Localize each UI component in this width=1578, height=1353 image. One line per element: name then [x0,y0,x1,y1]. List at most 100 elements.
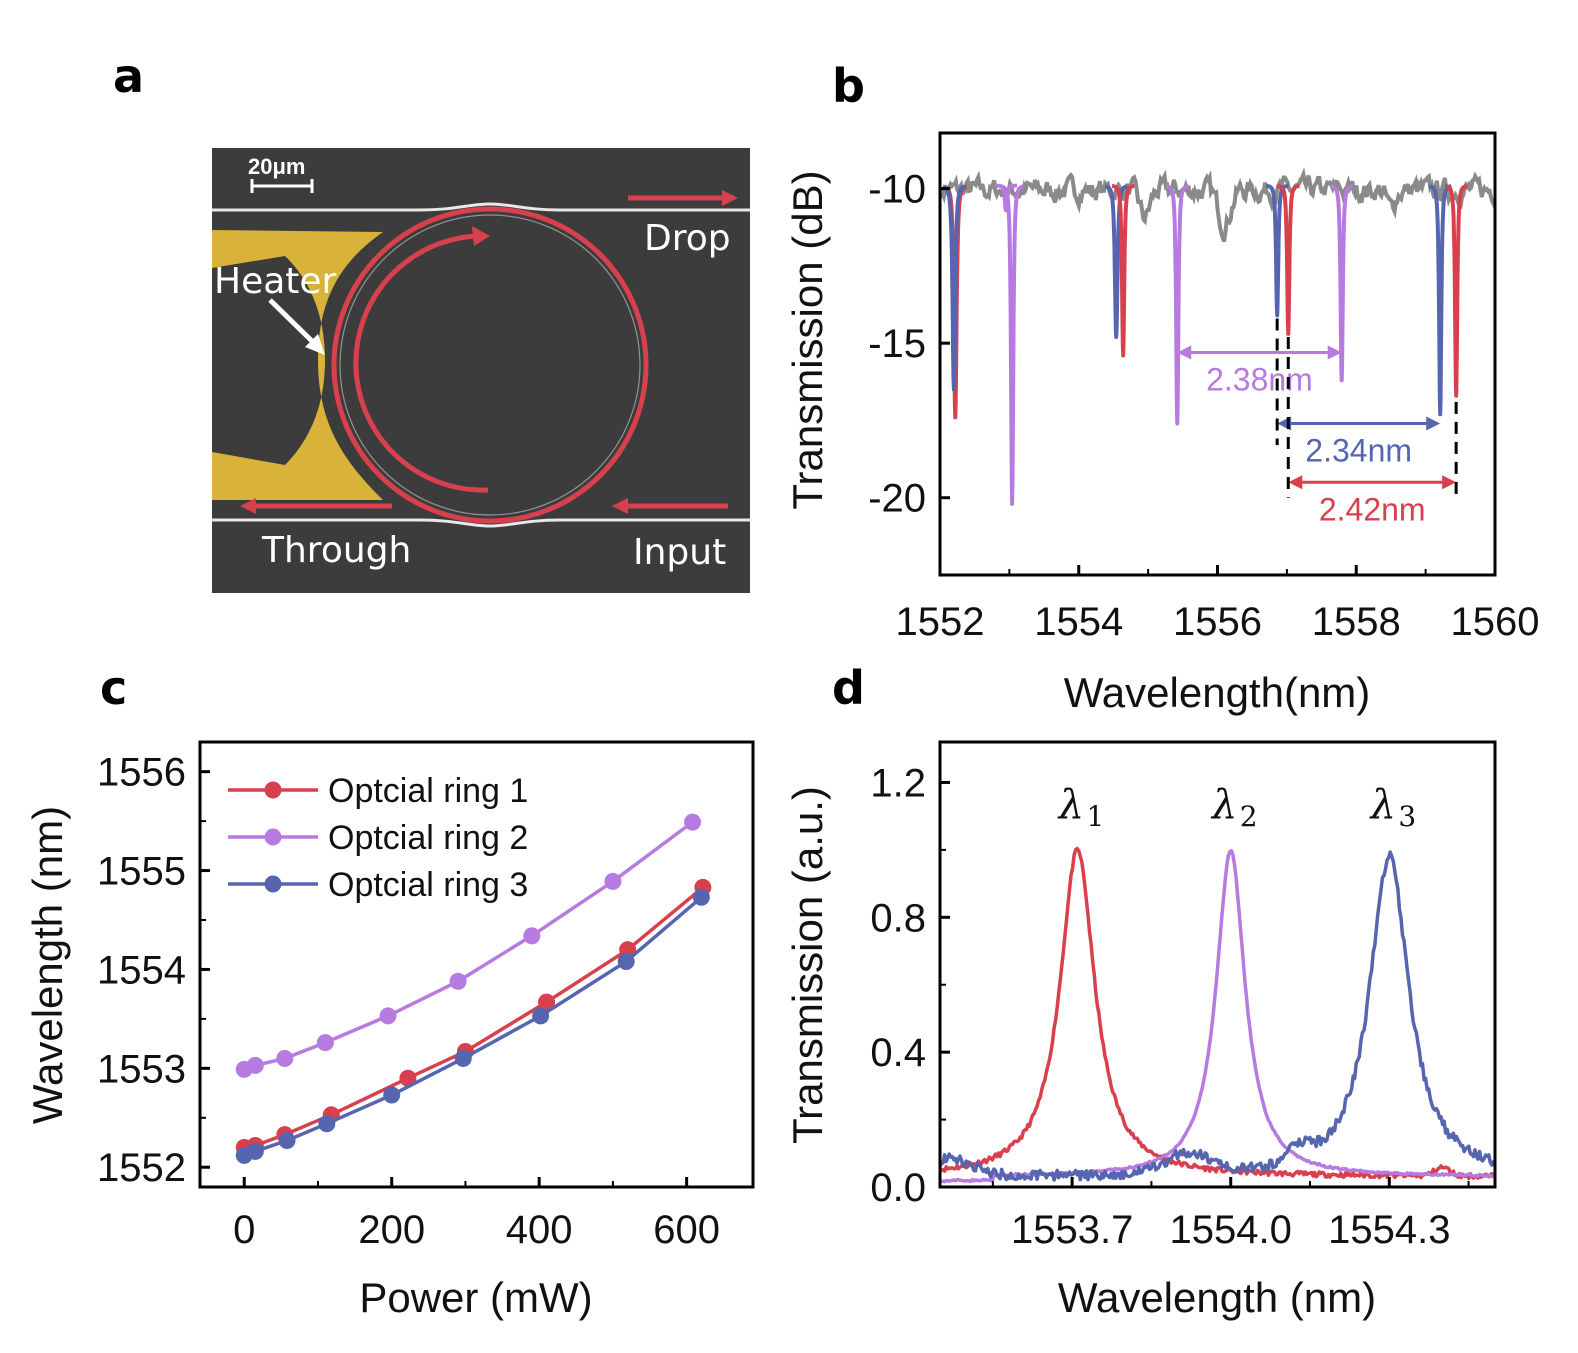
resonance-dip-blue [1427,184,1453,417]
spacing-label-purple: 2.38nm [1206,361,1313,397]
heater-pointer-arrow [268,298,318,347]
data-point-purple [379,1007,397,1025]
chart-b-xtick: 1560 [1451,600,1540,644]
chart-c-xtick: 600 [653,1208,720,1252]
resonance-dip-red [1443,184,1469,398]
spacing-label-red: 2.42nm [1319,491,1426,527]
data-point-purple [523,927,541,945]
heater-label: Heater [214,261,337,302]
transmission-background-trace [940,167,1495,243]
data-point-blue [617,953,635,971]
resonance-dip-purple [993,183,1019,213]
data-point-purple [316,1034,334,1052]
chart-b-ytick: -15 [868,322,926,366]
legend-marker-red [264,781,282,799]
data-point-blue [318,1115,336,1133]
chart-c-xlabel: Power (mW) [359,1274,592,1321]
chart-b-ylabel: Transmission (dB) [784,170,831,509]
chart-d-xlabel: Wavelength (nm) [1058,1274,1376,1321]
data-point-blue [532,1007,550,1025]
data-point-purple [449,972,467,990]
peak-label-subscript-red: 1 [1087,800,1105,833]
legend-label-purple: Optcial ring 2 [328,819,528,857]
chart-b-ytick: -10 [868,168,926,212]
data-point-red [399,1069,417,1087]
data-point-blue [454,1049,472,1067]
chart-d-ytick: 1.2 [870,761,926,805]
chart-d-xtick: 1553.7 [1011,1208,1133,1252]
data-point-purple [246,1056,264,1074]
bus-waveguide [212,518,750,528]
chart-c-ytick: 1555 [97,850,186,894]
data-point-blue [278,1132,296,1150]
drop-label: Drop [644,218,731,259]
data-point-blue [383,1086,401,1104]
legend-label-blue: Optcial ring 3 [328,866,528,904]
chart-c-ytick: 1556 [97,751,186,795]
data-point-red [538,993,556,1011]
data-point-purple [276,1049,294,1067]
chart-c-ytick: 1553 [97,1047,186,1091]
circulation-arrow [353,233,489,493]
data-point-purple [684,813,702,831]
chart-b-xtick: 1558 [1312,600,1401,644]
chart-c-xtick: 400 [506,1208,573,1252]
resonance-dip-red [1275,183,1301,336]
chart-c-frame [198,740,755,1189]
legend-marker-purple [264,828,282,846]
scale-bar-label: 20μm [248,154,306,179]
sem-image: 20μm Drop Heater Through Input [212,148,750,593]
data-point-blue [246,1142,264,1160]
data-point-purple [604,872,622,890]
panel-label-c: c [100,661,127,715]
series-line-red [243,886,705,1150]
chart-d-xtick: 1554.0 [1170,1208,1292,1252]
panel-label-a: a [113,49,144,103]
chart-c-xtick: 0 [233,1208,255,1252]
peak-label-red: λ [1057,782,1084,828]
legend-marker-blue [264,875,282,893]
chart-c-legend: Optcial ring 1 Optcial ring 2 Optcial ring… [228,772,528,904]
chart-d-frame [938,740,1497,1189]
spectrum-line-blue [940,850,1495,1182]
resonance-dip-purple [1164,184,1190,426]
chart-d-ylabel: Transmission (a.u.) [784,786,831,1144]
chart-d-ytick: 0.4 [870,1031,926,1075]
resonance-dip-blue [1264,183,1290,318]
chart-d-ytick: 0.0 [870,1166,926,1210]
chart-b: 2.38nm 2.34nm 2.42nm 1552 1554 1556 1558 1560 -… [784,131,1540,716]
drop-waveguide [212,202,750,212]
chart-c-ytick: 1554 [97,948,186,992]
chart-b-xlabel: Wavelength(nm) [1064,669,1371,716]
panel-label-b: b [832,59,865,113]
series-line-blue [243,895,703,1158]
data-point-blue [692,888,710,906]
heater-electrode [212,230,383,500]
resonance-dip-purple [1329,184,1355,383]
panel-label-d: d [832,661,865,715]
chart-b-xtick: 1552 [896,600,985,644]
resonance-dip-purple [999,184,1025,506]
optical-ring [331,206,649,524]
chart-c-ylabel: Wavelength (nm) [24,806,71,1124]
chart-d-ytick: 0.8 [870,896,926,940]
peak-label-blue: λ [1369,782,1396,828]
peak-label-subscript-blue: 3 [1398,800,1416,833]
chart-d-xtick: 1554.3 [1328,1208,1450,1252]
peak-label-purple: λ [1210,782,1237,828]
chart-b-xtick: 1556 [1173,600,1262,644]
chart-c-xtick: 200 [358,1208,425,1252]
resonance-dip-blue [1103,184,1129,339]
input-label: Input [633,532,726,573]
peak-label-subscript-purple: 2 [1240,800,1258,833]
through-label: Through [261,530,411,571]
legend-label-red: Optcial ring 1 [328,772,528,810]
chart-c: 0 200 400 600 1552 1553 1554 1555 1556 Optcial r… [24,740,755,1321]
spacing-label-blue: 2.34nm [1305,433,1412,469]
chart-b-ytick: -20 [868,477,926,521]
chart-c-ytick: 1552 [97,1146,186,1190]
chart-b-xtick: 1554 [1034,600,1123,644]
resonance-dip-red [1110,184,1136,358]
